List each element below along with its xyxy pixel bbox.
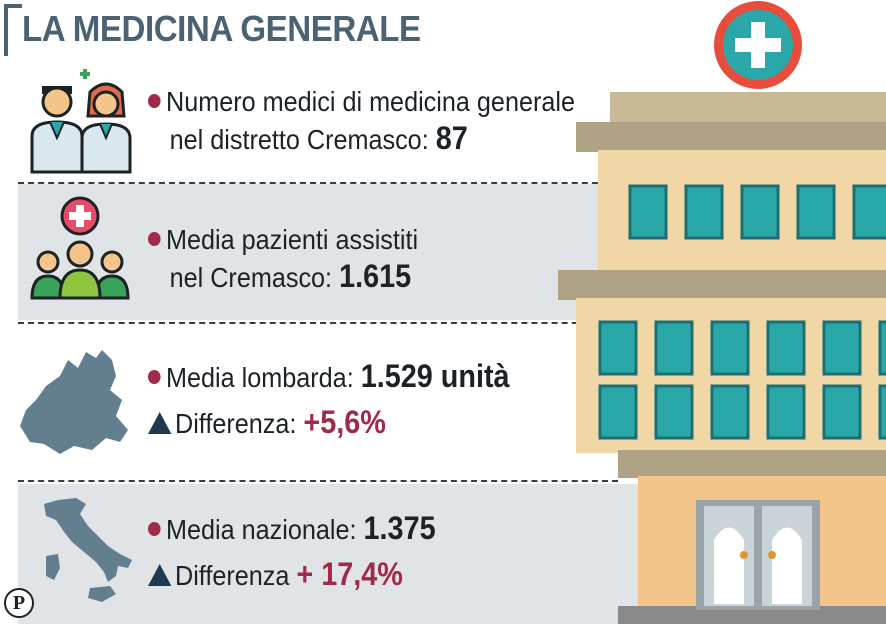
row-pazienti-line2: nel Cremasco: 1.615 [169,258,412,294]
triangle-up-icon [148,563,172,586]
lombarda-difference: +5,6% [303,404,386,440]
row-pazienti-line1: Media pazienti assistiti [148,222,418,258]
band-row-4 [18,484,638,624]
row-nazionale-line2: Differenza + 17,4% [148,556,403,594]
row-lombarda-line1: Media lombarda: 1.529 unità [148,358,510,396]
bullet-dot-icon [148,231,161,246]
hospital-building-icon [558,1,886,624]
bullet-dot-icon [148,521,161,536]
separator-2 [18,322,618,324]
pazienti-value: 1.615 [339,258,412,294]
nazionale-difference: + 17,4% [296,556,403,592]
bullet-dot-icon [148,93,161,108]
row-medici-line2: nel distretto Cremasco: 87 [169,120,468,156]
italy-map-icon [44,498,132,602]
patients-icon [30,196,130,300]
separator-3 [18,480,618,482]
triangle-up-icon [148,411,172,434]
row-nazionale-line1: Media nazionale: 1.375 [148,510,436,548]
row-medici-line1: Numero medici di medicina generale [148,84,575,120]
lombarda-value: 1.529 unità [360,358,510,394]
row-lombarda-line2: Differenza: +5,6% [148,404,386,442]
publisher-logo: P [4,588,34,618]
doctors-icon [30,69,132,174]
separator-1 [18,182,618,184]
nazionale-value: 1.375 [363,510,436,546]
bullet-dot-icon [148,369,161,384]
medici-value: 87 [435,120,468,156]
page-title: LA MEDICINA GENERALE [22,8,421,49]
title-corner-bracket [4,4,22,56]
lombardia-map-icon [20,350,128,454]
